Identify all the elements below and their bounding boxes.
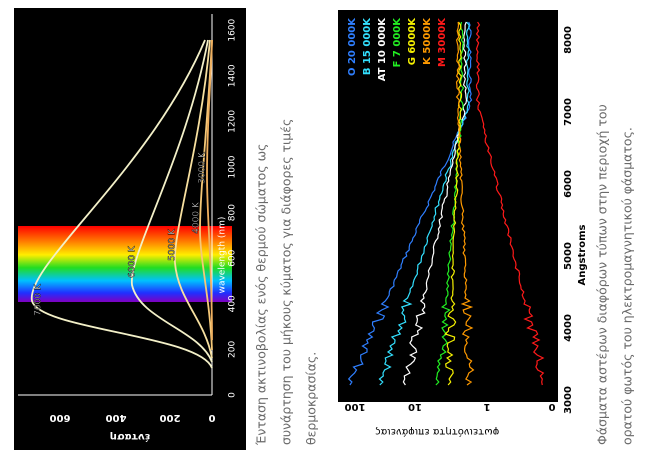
- y-tick-label: 0: [548, 401, 555, 412]
- x-tick-label: 400: [228, 295, 238, 312]
- curve: [206, 39, 213, 341]
- legend-entry: AT 10 000K: [377, 17, 388, 82]
- x-tick-label: 7000: [563, 98, 574, 126]
- spectrum: [455, 21, 475, 386]
- x-tick-label: 1400: [228, 64, 238, 87]
- caption-line: συνάρτηση του μήκους κύματος για διάφορε…: [279, 119, 294, 445]
- y-tick-label: 400: [106, 412, 127, 423]
- x-tick-label: 4000: [563, 314, 574, 342]
- y-tick-label: 600: [50, 412, 71, 423]
- y-tick-label: 1: [483, 401, 490, 412]
- curve: [174, 39, 213, 359]
- x-tick-label: 1000: [228, 155, 238, 178]
- curve-label: 7000 K: [34, 283, 44, 316]
- legend-entry: G 6000K: [407, 17, 418, 66]
- y-axis-label: ένταση: [110, 431, 151, 443]
- legend-entry: B 15 000K: [362, 17, 373, 75]
- y-axis-label: φωτεινότητα επιφάνειας: [375, 426, 499, 438]
- x-tick-label: 600: [228, 249, 238, 266]
- spectrum-band: [18, 226, 232, 302]
- spectra: [347, 21, 545, 386]
- curve-label: 6000 K: [128, 245, 138, 278]
- legend-entry: O 20 000K: [347, 17, 358, 76]
- legend-entry: K 5000K: [422, 17, 433, 65]
- x-tick-label: 200: [228, 341, 238, 358]
- x-tick-label: 0: [228, 392, 238, 398]
- y-tick-label: 0: [208, 412, 215, 423]
- x-tick-label: 6000: [563, 170, 574, 198]
- caption-line: θερμοκρασίας.: [304, 352, 319, 445]
- x-tick-label: 1600: [228, 18, 238, 41]
- y-tick-label: 100: [345, 401, 366, 412]
- legend-entry: M 3000K: [437, 17, 448, 67]
- legend-entry: F 7 000K: [392, 17, 403, 68]
- curve: [31, 39, 213, 369]
- curve: [131, 39, 213, 363]
- spectrum: [378, 21, 470, 386]
- curve-label: 5000 K: [168, 228, 178, 261]
- caption-line: Ένταση ακτινοβολίας ενός θερμού σώματος …: [254, 144, 269, 446]
- x-tick-label: 3000: [563, 386, 574, 414]
- curves: [31, 39, 213, 369]
- x-axis-label: Angstroms: [577, 224, 588, 285]
- spectrum: [444, 21, 463, 386]
- y-tick-label: 200: [160, 412, 181, 423]
- x-tick-label: 1200: [228, 110, 238, 133]
- x-tick-label: 5000: [563, 242, 574, 270]
- figure-2-bg: [338, 10, 558, 402]
- spectrum: [347, 21, 473, 386]
- y-tick-label: 10: [408, 401, 422, 412]
- caption-line: Φάσματα αστέρων διαφόρων τύπων στην περι…: [595, 104, 610, 445]
- curve: [199, 39, 213, 351]
- x-tick-label: 800: [228, 204, 238, 221]
- curve-label: 3000 K: [198, 151, 208, 184]
- caption-line: ορατού φωτός του ηλεκτρομαγνητικού φάσμα…: [620, 127, 635, 445]
- spectrum: [402, 21, 468, 386]
- spectrum: [475, 21, 545, 386]
- x-axis-label: wavelength (nm): [218, 217, 228, 294]
- x-tick-label: 8000: [563, 26, 574, 54]
- curve-label: 4000 K: [192, 201, 202, 234]
